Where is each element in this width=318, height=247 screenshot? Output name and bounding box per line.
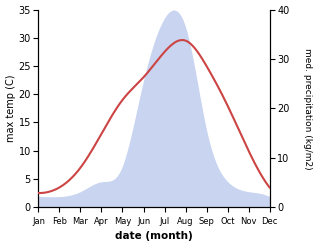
X-axis label: date (month): date (month) <box>115 231 193 242</box>
Y-axis label: med. precipitation (kg/m2): med. precipitation (kg/m2) <box>303 48 313 169</box>
Y-axis label: max temp (C): max temp (C) <box>5 75 16 142</box>
